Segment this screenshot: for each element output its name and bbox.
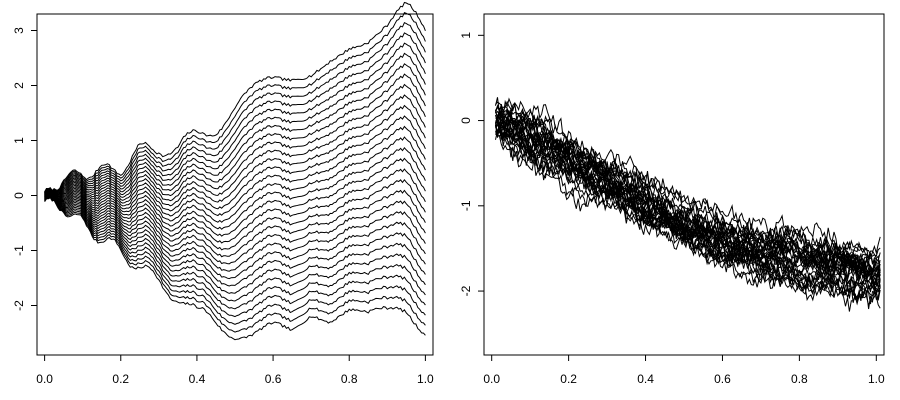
x-tick-label: 0.2 bbox=[112, 372, 129, 386]
y-tick-label: -2 bbox=[12, 300, 26, 311]
sample-path bbox=[495, 97, 881, 257]
y-tick-label: -2 bbox=[459, 285, 473, 296]
sample-path bbox=[495, 100, 881, 279]
y-tick-label: -1 bbox=[459, 200, 473, 211]
x-tick-label: 0.0 bbox=[483, 372, 500, 386]
sample-path bbox=[44, 178, 426, 251]
sample-path bbox=[495, 106, 881, 272]
sample-path bbox=[44, 193, 426, 287]
x-tick-label: 0.8 bbox=[791, 372, 808, 386]
sample-path bbox=[44, 83, 426, 198]
x-tick-label: 0.6 bbox=[265, 372, 282, 386]
sample-path bbox=[44, 1, 426, 193]
sample-path bbox=[44, 73, 426, 196]
sample-path bbox=[44, 193, 426, 280]
sample-path bbox=[44, 189, 426, 258]
y-tick-label: 1 bbox=[459, 32, 473, 39]
sample-path bbox=[495, 117, 881, 292]
sample-path bbox=[44, 146, 426, 230]
x-tick-label: 0.0 bbox=[36, 372, 53, 386]
sample-path bbox=[44, 94, 426, 202]
x-tick-label: 0.4 bbox=[637, 372, 654, 386]
y-tick-label: -1 bbox=[12, 245, 26, 256]
sample-path bbox=[44, 197, 426, 341]
sample-path bbox=[44, 195, 426, 318]
x-tick-label: 1.0 bbox=[417, 372, 434, 386]
sample-path bbox=[44, 196, 426, 333]
plot-frame bbox=[36, 13, 434, 356]
x-tick-label: 0.6 bbox=[714, 372, 731, 386]
sample-path bbox=[44, 22, 426, 193]
sample-path bbox=[44, 194, 426, 302]
y-tick-label: 2 bbox=[12, 82, 26, 89]
left-plot-panel: 0.0 0.2 0.4 0.6 0.8 1.0 -2 -1 0 1 2 3 bbox=[12, 1, 434, 386]
sample-path bbox=[44, 192, 426, 265]
y-tick-label: 3 bbox=[12, 27, 26, 34]
sample-path bbox=[44, 168, 426, 244]
sample-path bbox=[495, 124, 881, 281]
sample-path bbox=[44, 11, 426, 193]
sample-path bbox=[44, 125, 426, 217]
right-plot-panel: 0.0 0.2 0.4 0.6 0.8 1.0 -2 -1 0 1 bbox=[459, 13, 885, 386]
sample-path bbox=[44, 157, 426, 237]
sample-path bbox=[44, 194, 426, 294]
sample-path bbox=[44, 115, 426, 212]
x-tick-label: 0.4 bbox=[189, 372, 206, 386]
sample-path bbox=[44, 195, 426, 310]
sample-path bbox=[44, 32, 426, 193]
sample-path bbox=[495, 120, 881, 302]
sample-path bbox=[44, 104, 426, 207]
x-tick-label: 0.2 bbox=[560, 372, 577, 386]
y-tick-label: 0 bbox=[459, 117, 473, 124]
y-tick-label: 0 bbox=[12, 192, 26, 199]
x-tick-label: 1.0 bbox=[868, 372, 885, 386]
sample-path bbox=[44, 42, 426, 194]
sample-path bbox=[44, 193, 426, 272]
sample-path bbox=[44, 196, 426, 325]
sample-path bbox=[44, 63, 426, 195]
sample-path bbox=[495, 124, 881, 295]
x-tick-label: 0.8 bbox=[341, 372, 358, 386]
sample-path bbox=[495, 120, 881, 286]
y-tick-label: 1 bbox=[12, 137, 26, 144]
sample-path bbox=[44, 52, 426, 195]
plot-frame bbox=[483, 13, 885, 356]
sample-path bbox=[44, 136, 426, 223]
